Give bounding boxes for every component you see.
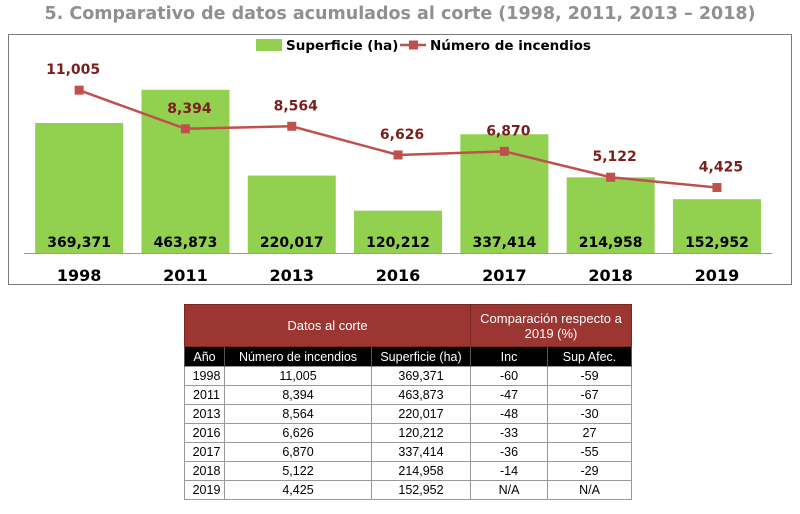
- line-marker-2019: [712, 183, 722, 193]
- table-cell: 6,870: [224, 442, 372, 462]
- x-tick-label-1998: 1998: [57, 266, 102, 285]
- table-cell: 463,873: [371, 385, 471, 405]
- line-value-label-2013: 8,564: [274, 98, 319, 114]
- table-group-header-datos: Datos al corte: [184, 304, 471, 347]
- legend-marker-incendios: [409, 40, 418, 50]
- table-cell: -59: [547, 366, 632, 386]
- bar-value-label-2016: 120,212: [366, 235, 430, 251]
- table-cell: -33: [470, 423, 548, 443]
- x-tick-label-2018: 2018: [588, 266, 633, 285]
- bar-superficie-1998: [35, 123, 124, 253]
- table-row: 2011 8,394 463,873 -47 -67: [184, 385, 632, 405]
- bar-value-label-1998: 369,371: [47, 235, 111, 251]
- table-cell: -47: [470, 385, 548, 405]
- legend-label-incendios: Número de incendios: [430, 38, 591, 54]
- table-cell: N/A: [470, 480, 548, 500]
- line-value-label-2017: 6,870: [486, 123, 531, 139]
- x-tick-label-2013: 2013: [269, 266, 314, 285]
- table-group-header-comparacion: Comparación respecto a 2019 (%): [470, 304, 632, 347]
- table-cell: -48: [470, 404, 548, 424]
- bar-value-label-2018: 214,958: [579, 235, 643, 251]
- line-marker-2013: [287, 121, 297, 131]
- chart-frame: [8, 34, 792, 285]
- table-row: 2013 8,564 220,017 -48 -30: [184, 404, 632, 424]
- table-cell-year: 2013: [184, 404, 225, 424]
- x-tick-label-2019: 2019: [695, 266, 740, 285]
- bar-superficie-2019: [672, 199, 761, 253]
- table-cell: -67: [547, 385, 632, 405]
- line-marker-2017: [499, 146, 509, 156]
- table-column-header: Inc: [470, 346, 548, 367]
- table-cell: 6,626: [224, 423, 372, 443]
- bar-value-label-2013: 220,017: [260, 235, 324, 251]
- table-column-header-row: Año Número de incendios Superficie (ha) Inc…: [184, 346, 632, 367]
- line-value-label-2018: 5,122: [593, 149, 637, 165]
- table-cell: 8,564: [224, 404, 372, 424]
- table-cell: 27: [547, 423, 632, 443]
- table-cell: 214,958: [371, 461, 471, 481]
- line-marker-1998: [74, 85, 84, 95]
- table-cell: 5,122: [224, 461, 372, 481]
- x-tick-label-2011: 2011: [163, 266, 208, 285]
- table-column-header: Número de incendios: [224, 346, 372, 367]
- table-cell: 11,005: [224, 366, 372, 386]
- table-cell-year: 1998: [184, 366, 225, 386]
- table-cell: 120,212: [371, 423, 471, 443]
- table-column-header: Sup Afec.: [547, 346, 632, 367]
- line-marker-2011: [180, 124, 190, 134]
- table-body: 1998 11,005 369,371 -60 -59 2011 8,394 463,873-…: [184, 366, 632, 500]
- bar-superficie-2013: [247, 175, 336, 253]
- table-cell: -14: [470, 461, 548, 481]
- table-row: 2016 6,626 120,212 -33 27: [184, 423, 632, 443]
- table-column-header: Superficie (ha): [371, 346, 471, 367]
- table-cell: -60: [470, 366, 548, 386]
- chart-title: 5. Comparativo de datos acumulados al co…: [44, 4, 756, 24]
- combo-chart: Superficie (ha) Número de incendios 369,37…: [24, 38, 773, 285]
- bar-superficie-2018: [566, 177, 655, 253]
- table-cell: -29: [547, 461, 632, 481]
- line-value-label-2019: 4,425: [699, 160, 743, 176]
- table-cell: -30: [547, 404, 632, 424]
- table-cell: 369,371: [371, 366, 471, 386]
- line-value-label-1998: 11,005: [46, 62, 100, 78]
- table-cell-year: 2011: [184, 385, 225, 405]
- line-value-label-2016: 6,626: [380, 127, 424, 143]
- line-marker-2018: [606, 172, 616, 182]
- x-tick-label-2017: 2017: [482, 266, 527, 285]
- table-cell-year: 2017: [184, 442, 225, 462]
- legend-swatch-superficie: [256, 39, 282, 51]
- line-value-label-2011: 8,394: [167, 101, 212, 117]
- table-cell: -36: [470, 442, 548, 462]
- bar-value-label-2011: 463,873: [154, 235, 218, 251]
- table-cell-year: 2019: [184, 480, 225, 500]
- table-cell: 4,425: [224, 480, 372, 500]
- table-cell: 220,017: [371, 404, 471, 424]
- table-cell: N/A: [547, 480, 632, 500]
- table-cell: 8,394: [224, 385, 372, 405]
- table-cell-year: 2018: [184, 461, 225, 481]
- table-cell: 152,952: [371, 480, 471, 500]
- data-table: Datos al corte Comparación respecto a 20…: [184, 304, 632, 500]
- table-row: 2017 6,870 337,414 -36 -55: [184, 442, 632, 462]
- table-cell-year: 2016: [184, 423, 225, 443]
- table-cell: -55: [547, 442, 632, 462]
- table-column-header: Año: [184, 346, 225, 367]
- x-tick-label-2016: 2016: [376, 266, 421, 285]
- line-marker-2016: [393, 150, 403, 160]
- table-row: 1998 11,005 369,371 -60 -59: [184, 366, 632, 386]
- table-row: 2018 5,122 214,958 -14 -29: [184, 461, 632, 481]
- bar-value-label-2019: 152,952: [685, 235, 749, 251]
- legend-label-superficie: Superficie (ha): [286, 38, 398, 54]
- bar-superficie-2016: [354, 210, 443, 253]
- table-cell: 337,414: [371, 442, 471, 462]
- table-row: 2019 4,425 152,952 N/A N/A: [184, 480, 632, 500]
- bar-value-label-2017: 337,414: [472, 235, 536, 251]
